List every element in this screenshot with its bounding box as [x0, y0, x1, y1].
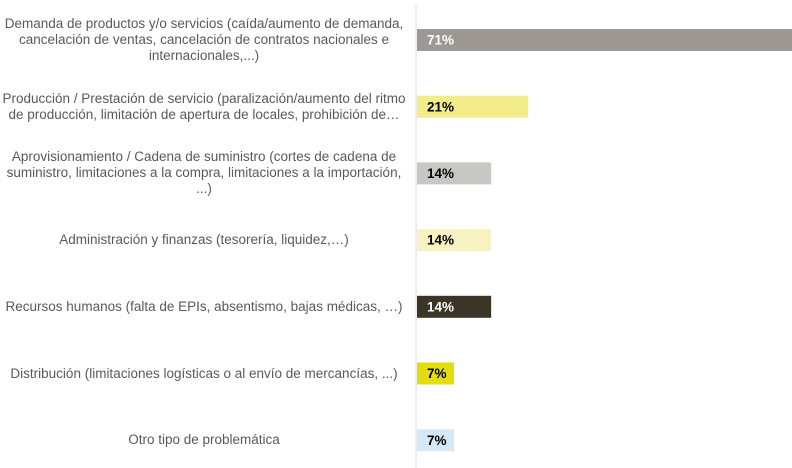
category-label: Demanda de productos y/o servicios (caíd… — [4, 16, 404, 63]
bar — [417, 229, 492, 252]
category-label: Distribución (limitaciones logísticas o … — [10, 365, 398, 381]
value-label: 14% — [427, 299, 454, 314]
category-label: Recursos humanos (falta de EPIs, absenti… — [5, 298, 403, 314]
bar — [417, 162, 492, 185]
category-label: Aprovisionamiento / Cadena de suministro… — [6, 149, 402, 197]
value-label: 21% — [427, 99, 454, 114]
value-label: 7% — [427, 366, 447, 381]
value-label: 7% — [427, 433, 447, 448]
bar — [417, 95, 529, 118]
category-label: Otro tipo de problemática — [128, 432, 280, 448]
value-label: 14% — [427, 233, 454, 248]
category-label: Producción / Prestación de servicio (par… — [2, 90, 406, 122]
value-label: 71% — [427, 33, 454, 48]
bar — [417, 29, 792, 51]
bar — [417, 429, 455, 452]
category-label: Administración y finanzas (tesorería, li… — [59, 232, 349, 248]
bar — [417, 295, 492, 318]
value-label: 14% — [427, 166, 454, 181]
bar — [417, 362, 455, 385]
